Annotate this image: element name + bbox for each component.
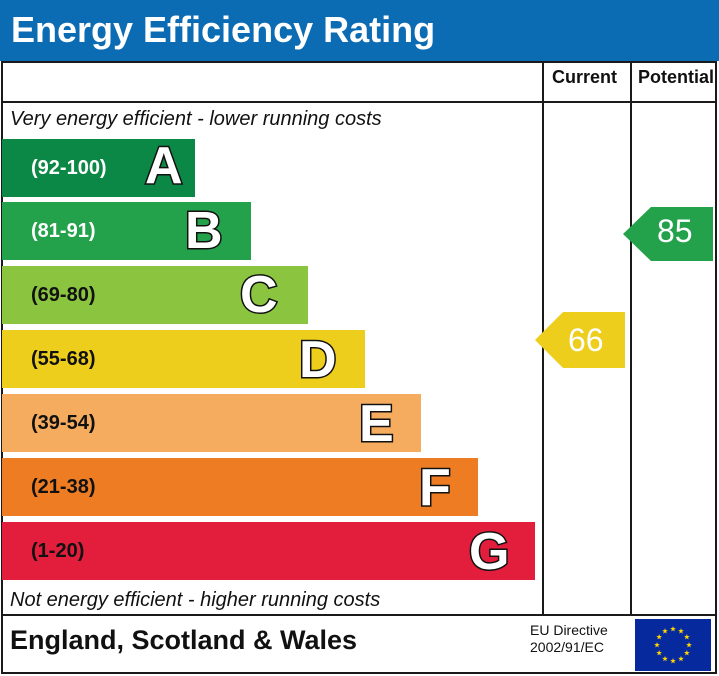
svg-text:B: B — [185, 202, 223, 260]
svg-text:C: C — [240, 266, 278, 324]
svg-text:F: F — [419, 459, 451, 517]
svg-text:G: G — [469, 523, 509, 581]
svg-text:D: D — [299, 331, 337, 389]
svg-text:E: E — [359, 395, 394, 453]
svg-text:A: A — [145, 137, 183, 195]
